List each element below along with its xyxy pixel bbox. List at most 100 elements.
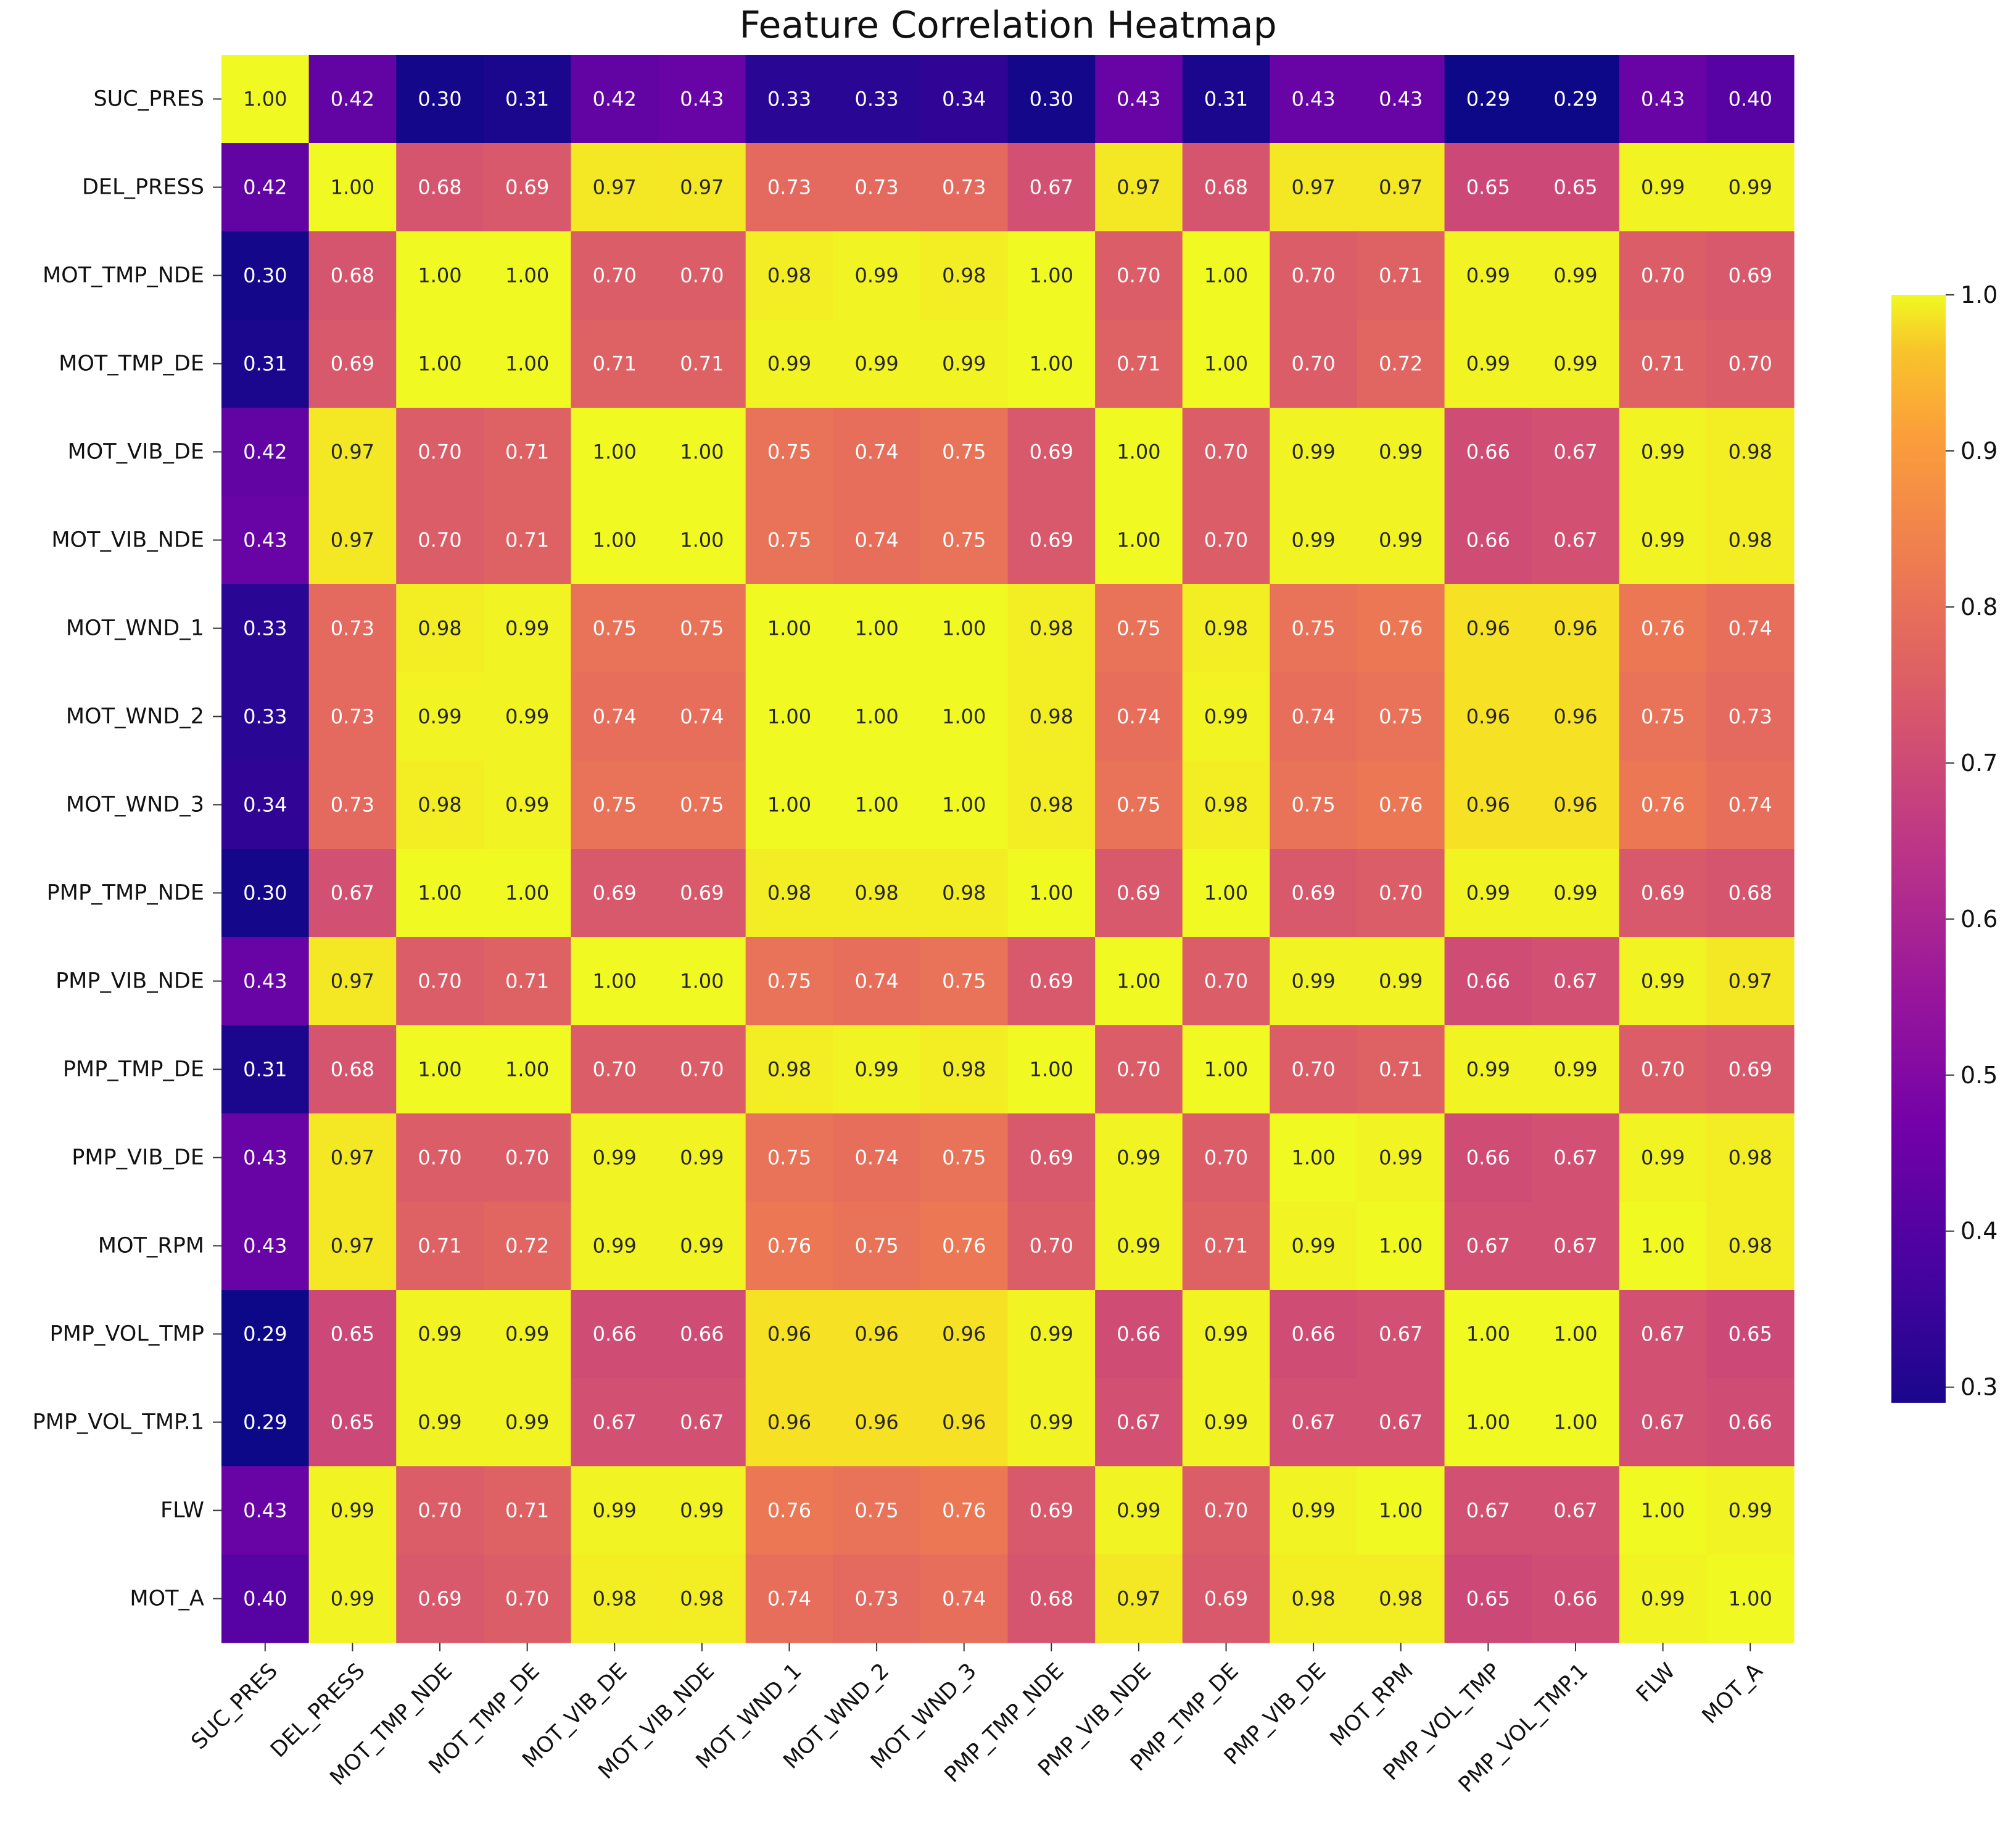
cell-flw-suc-pres: [221, 1466, 310, 1555]
cell-label-mot-wnd-2-pmp-vol-tmp: 0.96: [1466, 705, 1510, 729]
cell-label-flw-mot-a: 0.99: [1729, 1499, 1772, 1522]
cell-label-mot-vib-nde-mot-wnd-1: 0.75: [767, 529, 811, 552]
cell-flw-pmp-vol-tmp: [1444, 1466, 1532, 1555]
cell-label-mot-wnd-3-flw: 0.76: [1641, 793, 1685, 817]
cell-label-del-press-pmp-vol-tmp: 0.65: [1466, 176, 1510, 199]
cell-label-mot-tmp-nde-mot-wnd-2: 0.99: [854, 264, 898, 287]
cell-label-del-press-flw: 0.99: [1641, 176, 1685, 199]
cell-mot-vib-de-mot-tmp-de: [483, 408, 572, 497]
cell-del-press-mot-wnd-2: [833, 143, 921, 232]
cell-label-mot-vib-de-mot-a: 0.98: [1729, 440, 1772, 464]
cell-label-mot-vib-nde-del-press: 0.97: [331, 529, 374, 552]
cell-pmp-tmp-nde-mot-vib-de: [571, 849, 659, 938]
cell-label-mot-a-pmp-vol-tmp-1: 0.66: [1553, 1587, 1597, 1611]
cell-pmp-tmp-nde-mot-rpm: [1357, 849, 1445, 938]
cell-label-del-press-mot-wnd-1: 0.73: [767, 176, 811, 199]
cell-label-mot-a-pmp-vib-nde: 0.97: [1117, 1587, 1160, 1611]
cell-pmp-tmp-nde-suc-pres: [221, 849, 310, 938]
cell-mot-tmp-de-pmp-vib-nde: [1095, 320, 1183, 408]
cell-label-mot-vib-de-mot-tmp-nde: 0.70: [418, 440, 461, 464]
cell-label-mot-tmp-de-mot-wnd-2: 0.99: [854, 352, 898, 376]
cell-label-pmp-vol-tmp-1-suc-pres: 0.29: [243, 1411, 287, 1434]
colorbar-tick-label: 0.5: [1960, 1062, 1997, 1089]
y-tick-label-pmp-tmp-nde: PMP_TMP_NDE: [47, 881, 204, 906]
cell-label-suc-pres-pmp-vol-tmp: 0.29: [1466, 88, 1510, 111]
cell-label-pmp-vol-tmp-1-mot-wnd-1: 0.96: [767, 1411, 811, 1434]
cell-mot-a-mot-vib-de: [571, 1555, 659, 1643]
cell-del-press-pmp-tmp-de: [1182, 143, 1270, 232]
cell-mot-tmp-nde-mot-rpm: [1357, 231, 1445, 320]
cell-label-pmp-vol-tmp-1-mot-wnd-3: 0.96: [942, 1411, 986, 1434]
cell-del-press-mot-a: [1706, 143, 1795, 232]
cell-mot-wnd-2-mot-tmp-de: [483, 672, 572, 761]
y-tick-label-mot-vib-de: MOT_VIB_DE: [68, 440, 204, 465]
cell-pmp-tmp-de-pmp-vib-nde: [1095, 1025, 1183, 1114]
cell-label-mot-tmp-de-flw: 0.71: [1641, 352, 1685, 376]
cell-label-mot-vib-de-mot-wnd-3: 0.75: [942, 440, 986, 464]
cell-pmp-vib-de-pmp-tmp-nde: [1007, 1113, 1096, 1202]
cell-label-mot-tmp-de-mot-tmp-nde: 1.00: [418, 352, 461, 376]
cell-label-mot-wnd-2-del-press: 0.73: [331, 705, 374, 729]
cell-label-mot-vib-nde-mot-vib-de: 1.00: [593, 529, 637, 552]
cell-label-pmp-vib-nde-del-press: 0.97: [331, 970, 374, 993]
cell-pmp-vib-nde-mot-vib-de: [571, 937, 659, 1026]
cell-mot-vib-nde-mot-wnd-3: [920, 496, 1009, 585]
cell-mot-a-mot-tmp-de: [483, 1555, 572, 1643]
cell-label-pmp-vib-de-pmp-vol-tmp-1: 0.67: [1553, 1146, 1597, 1170]
cell-pmp-vib-nde-mot-a: [1706, 937, 1795, 1026]
cell-mot-tmp-nde-mot-vib-nde: [658, 231, 746, 320]
cell-label-pmp-vol-tmp-mot-vib-de: 0.66: [593, 1323, 637, 1346]
cell-mot-wnd-2-mot-wnd-1: [745, 672, 833, 761]
cell-mot-wnd-2-mot-rpm: [1357, 672, 1445, 761]
cell-mot-a-pmp-vol-tmp-1: [1532, 1555, 1620, 1643]
cell-label-mot-wnd-3-mot-tmp-nde: 0.98: [418, 793, 461, 817]
cell-pmp-tmp-de-mot-vib-de: [571, 1025, 659, 1114]
cell-label-pmp-tmp-nde-mot-rpm: 0.70: [1379, 882, 1423, 905]
cell-pmp-tmp-nde-pmp-vol-tmp: [1444, 849, 1532, 938]
cell-label-pmp-vib-de-mot-vib-de: 0.99: [593, 1146, 637, 1170]
cell-label-mot-rpm-mot-tmp-nde: 0.71: [418, 1234, 461, 1258]
cell-label-del-press-pmp-vib-nde: 0.97: [1117, 176, 1160, 199]
cell-label-mot-vib-nde-suc-pres: 0.43: [243, 529, 287, 552]
cell-pmp-vib-de-pmp-vol-tmp-1: [1532, 1113, 1620, 1202]
cell-mot-a-pmp-vib-nde: [1095, 1555, 1183, 1643]
cell-mot-vib-de-mot-wnd-3: [920, 408, 1009, 497]
colorbar-tick-label: 0.3: [1960, 1374, 1997, 1401]
cell-pmp-vib-de-pmp-tmp-de: [1182, 1113, 1270, 1202]
cell-mot-rpm-mot-rpm: [1357, 1202, 1445, 1290]
cell-mot-rpm-pmp-tmp-de: [1182, 1202, 1270, 1290]
colorbar-tick-label: 1.0: [1960, 281, 1997, 308]
cell-mot-wnd-1-mot-tmp-de: [483, 584, 572, 673]
cell-label-pmp-vib-de-mot-tmp-de: 0.70: [505, 1146, 549, 1170]
cell-pmp-vol-tmp-pmp-tmp-nde: [1007, 1290, 1096, 1379]
cell-pmp-vib-nde-del-press: [308, 937, 397, 1026]
cell-pmp-tmp-de-mot-tmp-nde: [396, 1025, 484, 1114]
cell-mot-wnd-1-mot-vib-nde: [658, 584, 746, 673]
cell-label-mot-wnd-1-pmp-vol-tmp: 0.96: [1466, 617, 1510, 640]
cell-mot-tmp-nde-flw: [1619, 231, 1707, 320]
cell-pmp-vol-tmp-1-pmp-tmp-nde: [1007, 1378, 1096, 1467]
cell-label-mot-wnd-3-mot-wnd-3: 1.00: [942, 793, 986, 817]
cell-label-mot-a-mot-tmp-de: 0.70: [505, 1587, 549, 1611]
cell-label-del-press-mot-rpm: 0.97: [1379, 176, 1423, 199]
colorbar-tick-label: 0.6: [1960, 906, 1997, 933]
cell-label-mot-wnd-2-mot-wnd-1: 1.00: [767, 705, 811, 729]
colorbar: 1.0 0.9 0.8 0.7 0.6 0.5 0.4 0.3: [1891, 281, 1997, 1403]
cell-pmp-vib-nde-suc-pres: [221, 937, 310, 1026]
cell-label-mot-tmp-nde-mot-a: 0.69: [1729, 264, 1772, 287]
y-tick-label-del-press: DEL_PRESS: [82, 175, 204, 200]
cell-label-mot-tmp-de-mot-wnd-1: 0.99: [767, 352, 811, 376]
cell-mot-wnd-3-pmp-tmp-nde: [1007, 761, 1096, 849]
cell-label-mot-tmp-nde-mot-tmp-de: 1.00: [505, 264, 549, 287]
cell-flw-mot-wnd-2: [833, 1466, 921, 1555]
cell-label-mot-wnd-3-mot-tmp-de: 0.99: [505, 793, 549, 817]
cell-label-mot-wnd-2-mot-rpm: 0.75: [1379, 705, 1423, 729]
cell-label-del-press-mot-vib-de: 0.97: [593, 176, 637, 199]
cell-mot-wnd-3-mot-rpm: [1357, 761, 1445, 849]
cell-pmp-vol-tmp-1-flw: [1619, 1378, 1707, 1467]
cell-label-mot-wnd-1-mot-wnd-2: 1.00: [854, 617, 898, 640]
cell-label-pmp-tmp-de-flw: 0.70: [1641, 1058, 1685, 1081]
y-tick-label-mot-rpm: MOT_RPM: [98, 1234, 204, 1258]
cell-label-mot-wnd-1-flw: 0.76: [1641, 617, 1685, 640]
